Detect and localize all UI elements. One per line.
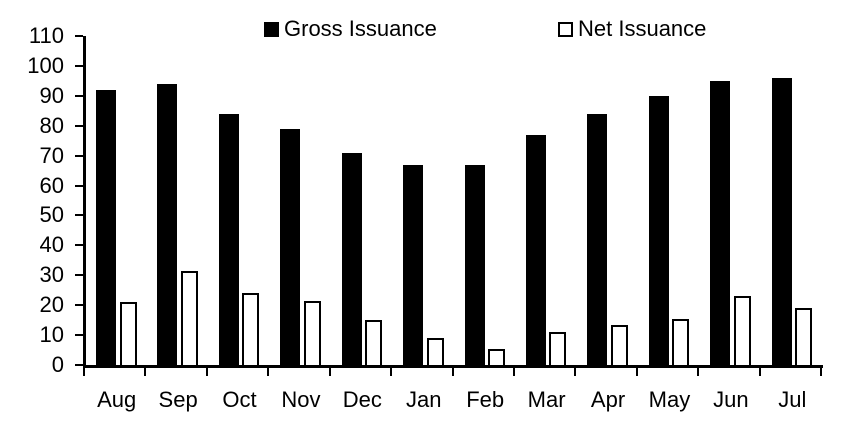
- bar-net-nov: [303, 300, 321, 365]
- bar-gross-sep: [157, 83, 178, 365]
- bar-gross-jun: [710, 80, 731, 365]
- y-axis-tick: [75, 184, 83, 187]
- bar-gross-feb: [464, 164, 485, 365]
- bar-net-oct: [242, 293, 260, 365]
- bar-gross-nov: [280, 128, 301, 365]
- x-axis-category-label: Jun: [713, 387, 749, 412]
- bar-gross-jul: [771, 77, 792, 365]
- x-axis-tick: [758, 365, 761, 376]
- x-axis-category-label: Oct: [222, 387, 257, 412]
- x-axis-tick: [267, 365, 270, 376]
- y-axis-tick: [75, 94, 83, 97]
- x-axis-tick: [328, 365, 331, 376]
- legend-label-gross-issuance: Gross Issuance: [284, 16, 437, 41]
- y-axis-tick: [75, 244, 83, 247]
- y-axis-tick-label: 100: [27, 52, 64, 78]
- bar-net-sep: [180, 270, 198, 365]
- bar-gross-dec: [341, 152, 362, 365]
- bar-net-feb: [488, 348, 505, 365]
- y-axis-tick: [75, 274, 83, 277]
- y-axis-tick-label: 70: [39, 142, 64, 168]
- bar-net-aug: [119, 302, 137, 365]
- x-axis-tick: [574, 365, 577, 376]
- y-axis-tick-label: 80: [39, 112, 64, 138]
- y-axis-tick: [75, 35, 83, 37]
- x-axis-tick: [820, 365, 822, 376]
- x-axis-tick: [83, 365, 85, 376]
- y-axis-tick-label: 0: [51, 352, 64, 377]
- y-axis-tick-label: 110: [28, 23, 64, 48]
- y-axis-tick-label: 30: [39, 262, 64, 288]
- y-axis-tick-label: 60: [39, 172, 64, 198]
- bar-net-apr: [610, 324, 628, 365]
- x-axis-category-label: Nov: [281, 387, 321, 412]
- y-axis-tick-label: 10: [39, 322, 64, 348]
- x-axis-tick: [451, 365, 454, 376]
- x-axis-category-label: Aug: [97, 387, 137, 412]
- y-axis-tick: [75, 124, 83, 127]
- net-issuance-swatch-icon: [558, 21, 573, 37]
- y-axis-tick-label: 20: [39, 292, 64, 318]
- x-axis-tick: [144, 365, 147, 376]
- legend-label-net-issuance: Net Issuance: [578, 16, 707, 41]
- bar-net-may: [672, 318, 690, 365]
- y-axis-tick: [75, 64, 83, 67]
- x-axis-category-label: Sep: [158, 387, 198, 412]
- bar-gross-apr: [587, 113, 608, 365]
- x-axis-tick: [205, 365, 208, 376]
- legend-item-gross-issuance: Gross Issuance: [264, 16, 437, 41]
- bar-gross-may: [648, 95, 669, 365]
- y-axis-tick-label: 50: [39, 202, 64, 228]
- x-axis-category-label: Mar: [527, 387, 566, 412]
- bar-gross-jan: [403, 164, 424, 365]
- y-axis-tick-label: 90: [39, 82, 64, 108]
- x-axis-tick: [390, 365, 393, 376]
- y-axis-tick: [75, 154, 83, 157]
- y-axis-tick: [75, 304, 83, 307]
- bar-net-jun: [733, 296, 751, 365]
- x-axis-tick: [635, 365, 638, 376]
- x-axis-category-label: Dec: [342, 387, 382, 412]
- bar-gross-mar: [525, 134, 546, 365]
- x-axis-tick: [512, 365, 515, 376]
- x-axis-category-label: Apr: [590, 387, 626, 412]
- bar-net-dec: [365, 320, 383, 365]
- x-axis-category-label: Feb: [466, 387, 505, 412]
- bar-net-jul: [795, 308, 813, 365]
- bar-net-mar: [549, 332, 567, 365]
- x-axis-category-label: Jan: [406, 387, 442, 412]
- y-axis-tick-label: 40: [39, 232, 64, 258]
- y-axis-tick: [75, 214, 83, 217]
- y-axis-tick: [75, 364, 83, 366]
- bar-net-jan: [426, 338, 444, 365]
- y-axis-tick: [75, 334, 83, 337]
- gross-issuance-swatch-icon: [264, 21, 279, 37]
- x-axis-tick: [697, 365, 700, 376]
- bar-gross-aug: [96, 89, 116, 365]
- legend-item-net-issuance: Net Issuance: [558, 16, 707, 41]
- x-axis-category-label: May: [648, 387, 691, 412]
- bar-gross-oct: [218, 113, 239, 365]
- x-axis-category-label: Jul: [778, 387, 807, 412]
- plot-area: [83, 36, 823, 368]
